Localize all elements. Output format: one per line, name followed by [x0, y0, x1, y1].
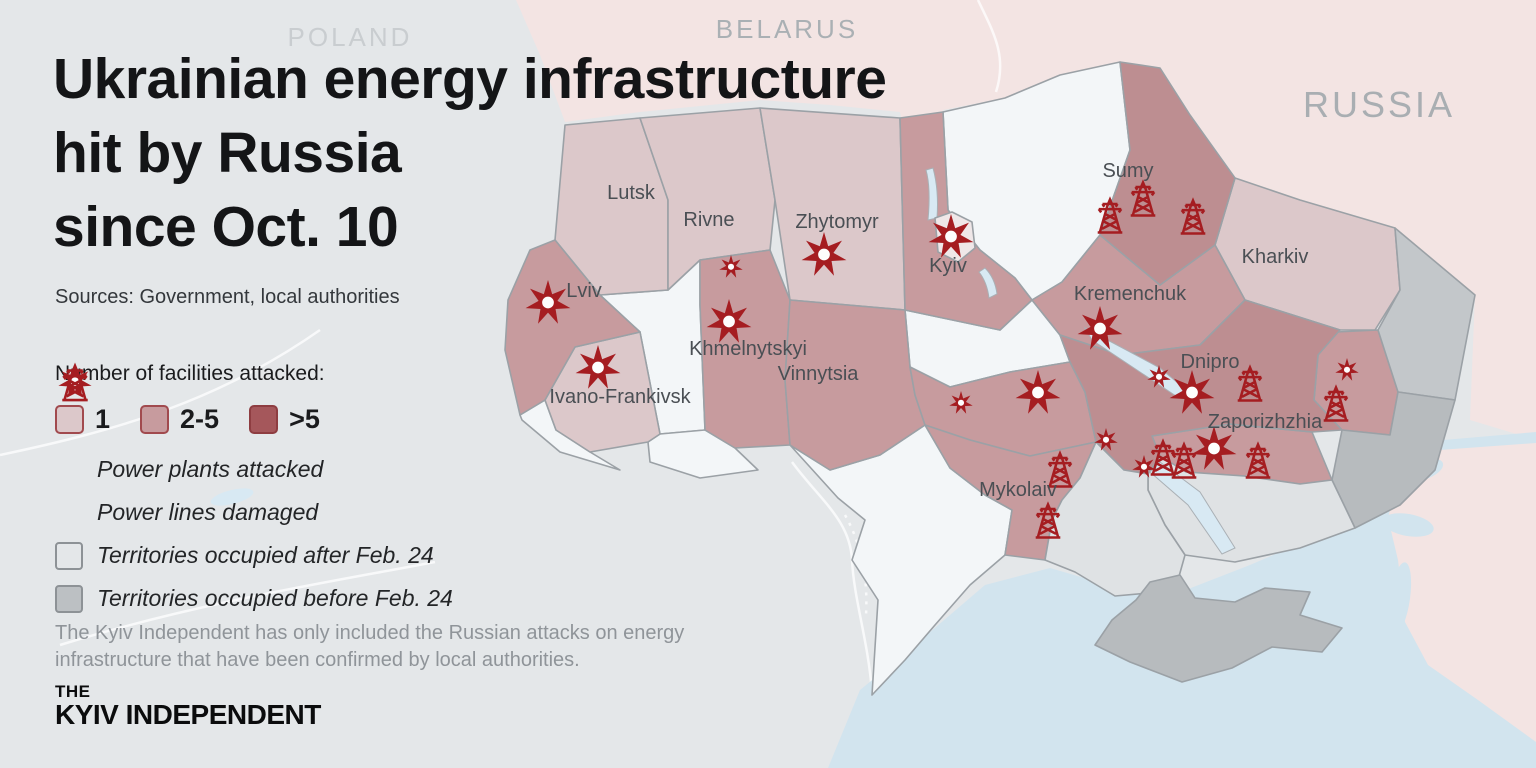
- occupied-after-swatch: [55, 541, 83, 570]
- region-label: Kharkiv: [1242, 246, 1309, 268]
- legend-heading: Number of facilities attacked:: [55, 362, 325, 385]
- page-title: Ukrainian energy infrastructure hit by R…: [53, 42, 1053, 264]
- legend-category-over-5: >5: [249, 404, 320, 435]
- country-label: POLAND: [288, 22, 413, 52]
- kyiv-reservoir: [925, 167, 938, 221]
- country-label: RUSSIA: [1303, 84, 1455, 125]
- kyiv-independent-logo: THE KYIV INDEPENDENT: [55, 683, 321, 730]
- region-label: Ivano-Frankivsk: [549, 386, 691, 408]
- region-label: Sumy: [1102, 160, 1153, 182]
- background-border: [59, 560, 436, 647]
- occupied-after-swatch-wrap: [55, 541, 97, 570]
- map-region-vinnytsia: [784, 299, 926, 471]
- map-country-russia-southeast: [1388, 443, 1536, 742]
- region-label: Kremenchuk: [1074, 283, 1187, 305]
- background-border: [976, 0, 1002, 93]
- logo-name: KYIV INDEPENDENT: [55, 699, 321, 730]
- oblasts: [504, 61, 1476, 696]
- region-label: Kyiv: [929, 255, 967, 277]
- legend-category-2-5: 2-5: [140, 404, 219, 435]
- logo-the: THE: [55, 682, 91, 701]
- country-label: BELARUS: [716, 14, 858, 44]
- title-line: hit by Russia: [53, 121, 402, 185]
- region-label: Lutsk: [607, 182, 656, 204]
- map-region-ivano-frankivsk: [544, 331, 661, 453]
- legend-power-lines: Power lines damaged: [55, 364, 525, 531]
- legend: Number of facilities attacked: 1 2-5 >5 …: [55, 362, 525, 623]
- map-labels: POLAND BELARUS RUSSIA Lutsk Rivne Zhytomyr Kyi…: [288, 14, 1455, 501]
- region-label: Mykolaiv: [979, 479, 1057, 501]
- legend-category-row: 1 2-5 >5: [55, 404, 525, 435]
- title-line: Ukrainian energy infrastructure: [53, 47, 887, 111]
- sea-inlet: [1382, 513, 1434, 537]
- map-region-chernivtsi: [647, 429, 759, 479]
- legend-category-1: 1: [55, 404, 110, 435]
- map-region-lviv: [504, 239, 641, 416]
- region-label: Rivne: [683, 209, 734, 231]
- region-label: Zaporizhzhia: [1208, 411, 1323, 433]
- category-2-5-swatch: [140, 405, 170, 434]
- map-region-crimea: [1094, 574, 1343, 683]
- power-lines-label: Power lines damaged: [97, 499, 319, 525]
- region-label: Zhytomyr: [795, 211, 879, 233]
- legend-occupied-before: Territories occupied before Feb. 24: [55, 580, 525, 617]
- kakhovka-reservoir: [1149, 461, 1236, 555]
- category-1-swatch: [55, 405, 84, 434]
- map-country-belarus-russia: [516, 0, 1536, 440]
- category-over-5-swatch: [249, 405, 279, 434]
- lake: [210, 488, 254, 506]
- occupied-before-swatch-wrap: [55, 584, 97, 613]
- region-label: Vinnytsia: [778, 363, 860, 385]
- category-2-5-label: 2-5: [180, 404, 220, 434]
- category-1-label: 1: [95, 404, 111, 434]
- legend-occupied-after: Territories occupied after Feb. 24: [55, 537, 525, 574]
- title-line: since Oct. 10: [53, 195, 399, 259]
- footnote: The Kyiv Independent has only included t…: [55, 622, 685, 671]
- sources-note: Sources: Government, local authorities: [55, 286, 400, 308]
- background-border: [843, 514, 868, 616]
- occupied-before-label: Territories occupied before Feb. 24: [97, 585, 453, 611]
- kaniv-reservoir: [978, 267, 998, 299]
- legend-power-plants: Power plants attacked: [55, 365, 525, 488]
- occupied-before-swatch: [55, 584, 83, 613]
- occupied-after-label: Territories occupied after Feb. 24: [97, 542, 434, 568]
- map-region-kyiv: [899, 111, 1033, 331]
- region-label: Lviv: [566, 280, 602, 302]
- power-plants-label: Power plants attacked: [97, 456, 324, 482]
- sea-inlet: [1388, 562, 1412, 634]
- region-label: Khmelnytskyi: [689, 338, 807, 360]
- category-over-5-label: >5: [289, 404, 320, 434]
- region-label: Dnipro: [1181, 351, 1240, 373]
